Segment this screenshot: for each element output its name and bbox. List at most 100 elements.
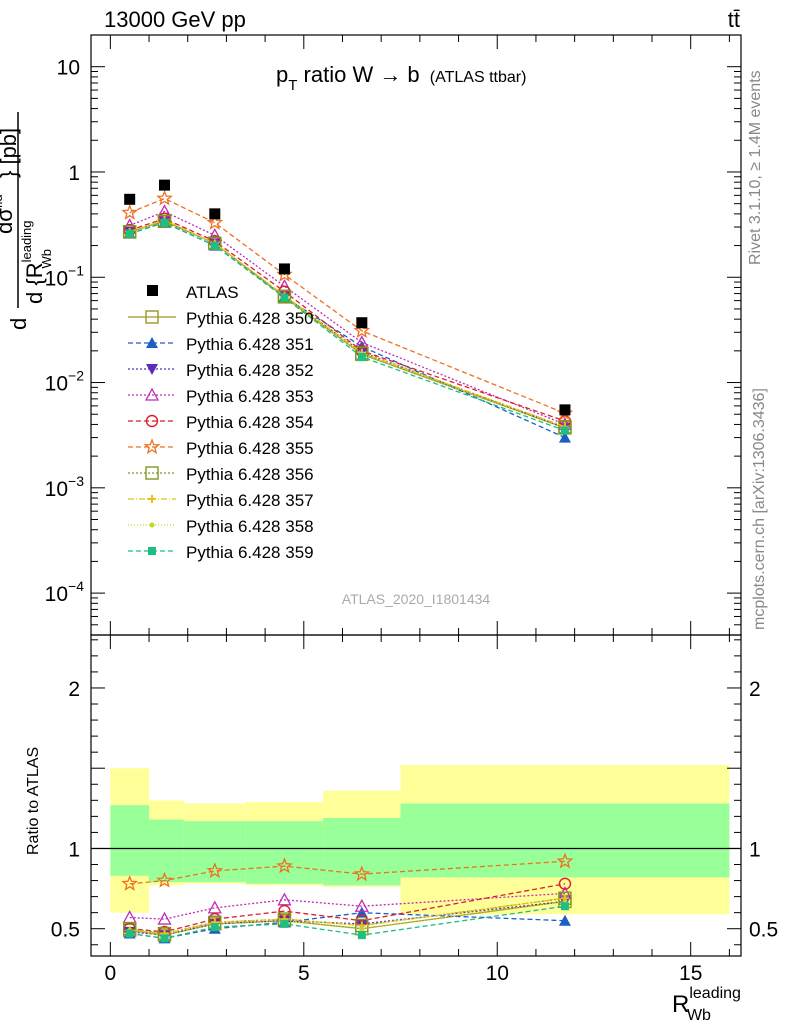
ratio-point-5-5 — [556, 852, 574, 869]
legend-marker-1 — [146, 337, 158, 348]
main-ylabel: d dσfid d {Rleading Wb } [pb] — [0, 112, 54, 330]
ylabel-denom: d {R — [22, 262, 47, 304]
data-point-0 — [124, 193, 136, 205]
ratio-point-4-5 — [558, 877, 572, 890]
xtick-label-3: 15 — [679, 962, 702, 985]
main-ytick-label-2: 10−1 — [45, 262, 85, 290]
band-green-0 — [110, 805, 150, 876]
legend-marker-9 — [148, 547, 156, 555]
legend-marker-2 — [146, 364, 158, 375]
main-point-1-5 — [558, 431, 571, 443]
ratio-point-3-1 — [157, 911, 172, 925]
data-point-5 — [559, 404, 571, 416]
ratio-point-5-1 — [156, 871, 173, 888]
main-series-9 — [125, 218, 569, 435]
legend-marker-0 — [145, 310, 159, 324]
main-series-line-3 — [129, 210, 566, 426]
main-point-5-0 — [121, 203, 138, 220]
ratio-point-9-4 — [357, 931, 366, 940]
legend-marker-6 — [145, 466, 159, 480]
ratio-ylabel: Ratio to ATLAS — [25, 747, 42, 855]
ylabel-sigma: dσ — [0, 208, 17, 234]
legend-label-0: Pythia 6.428 350 — [186, 309, 314, 328]
main-point-6-3 — [277, 289, 292, 303]
main-series-line-5 — [129, 197, 566, 414]
data-point-1 — [159, 179, 171, 191]
ratio-point-9-5 — [560, 902, 569, 911]
main-point-6-0 — [122, 225, 137, 239]
main-ytick-label-3: 10−2 — [45, 368, 85, 396]
data-point-3 — [278, 263, 290, 275]
ratio-series-line-9 — [129, 905, 566, 939]
ratio-ytick-label-right-0: 0.5 — [749, 919, 778, 942]
xlabel-base: R — [672, 991, 689, 1018]
main-data-series — [124, 179, 571, 416]
band-green-5 — [400, 803, 730, 878]
legend-marker-5 — [143, 438, 161, 455]
legend-label-3: Pythia 6.428 353 — [186, 387, 314, 406]
rivet-label: Rivet 3.1.10, ≥ 1.4M events — [747, 70, 764, 265]
band-green-3 — [245, 821, 324, 884]
main-ytick-label-5: 10−4 — [45, 578, 85, 606]
ratio-series-line-1 — [129, 912, 566, 939]
ratio-point-9-3 — [280, 919, 289, 928]
ratio-frame — [90, 634, 742, 957]
main-series-layer — [121, 179, 574, 443]
main-point-5-2 — [206, 213, 224, 230]
ylabel-sub: Wb — [39, 249, 54, 269]
ratio-series-9 — [125, 902, 569, 943]
title-small: (ATLAS ttbar) — [430, 69, 527, 86]
main-point-6-1 — [157, 214, 172, 229]
xlabel-sup: leading — [689, 985, 741, 1002]
ratio-point-5-2 — [206, 862, 224, 879]
main-ytick-label-0: 10 — [57, 57, 80, 80]
ratio-point-9-1 — [160, 934, 169, 943]
legend-label-7: Pythia 6.428 357 — [186, 491, 314, 510]
ylabel-fid: fid — [0, 194, 5, 208]
ratio-point-5-0 — [121, 875, 138, 891]
data-point-4 — [356, 317, 368, 329]
xlabel: Rleading Wb — [672, 985, 741, 1024]
ratio-point-9-2 — [210, 923, 219, 932]
legend-marker-3 — [144, 387, 160, 401]
main-point-9-3 — [280, 293, 289, 302]
legend-marker-7 — [148, 495, 156, 503]
ratio-point-3-4 — [354, 898, 369, 912]
ratio-point-3-0 — [122, 910, 137, 924]
ratio-point-5-3 — [276, 857, 293, 874]
legend: ATLAS Pythia 6.428 350 Pythia 6.428 351 Pyt… — [128, 283, 314, 562]
main-point-9-0 — [125, 229, 134, 238]
title-sub: T — [288, 77, 297, 94]
main-point-9-5 — [560, 426, 569, 435]
energy-label: 13000 GeV pp — [104, 7, 246, 32]
main-series-line-7 — [129, 219, 566, 428]
ylabel-d: d — [6, 318, 31, 330]
main-series-6 — [122, 214, 572, 434]
main-point-5-1 — [156, 189, 173, 206]
ratio-point-1-4 — [355, 906, 368, 918]
ratio-point-9-0 — [125, 929, 134, 938]
main-series-5 — [121, 189, 574, 421]
main-title: pT ratio W → b (ATLAS ttbar) — [276, 62, 526, 94]
legend-label-data: ATLAS — [186, 283, 239, 302]
main-series-line-9 — [129, 222, 566, 432]
ratio-series-layer — [121, 852, 574, 944]
svg-text:pT ratio W → b (ATLAS tt: pT ratio W → b (ATLAS ttbar) — [276, 62, 526, 94]
main-axes: 10 1 10−1 10−2 10−3 10−4 — [45, 34, 742, 636]
xtick-label-2: 10 — [486, 962, 509, 985]
ylabel-close: } [pb] — [0, 128, 21, 178]
legend-label-2: Pythia 6.428 352 — [186, 361, 314, 380]
ratio-point-8-4 — [359, 926, 365, 932]
main-point-9-2 — [210, 241, 219, 250]
ratio-axes: 0.5 0.5 1 1 2 2 0 5 10 15 — [51, 634, 778, 985]
band-green-4 — [323, 817, 401, 886]
main-ytick-label-4: 10−3 — [45, 473, 85, 501]
legend-label-9: Pythia 6.428 359 — [186, 543, 314, 562]
ratio-ytick-label-1: 1 — [68, 838, 80, 861]
ratio-uncertainty-bands — [110, 765, 730, 915]
legend-marker-8 — [149, 522, 155, 528]
main-ytick-label-1: 1 — [68, 162, 80, 185]
ratio-point-1-5 — [558, 914, 571, 926]
ratio-series-line-5 — [129, 860, 566, 885]
